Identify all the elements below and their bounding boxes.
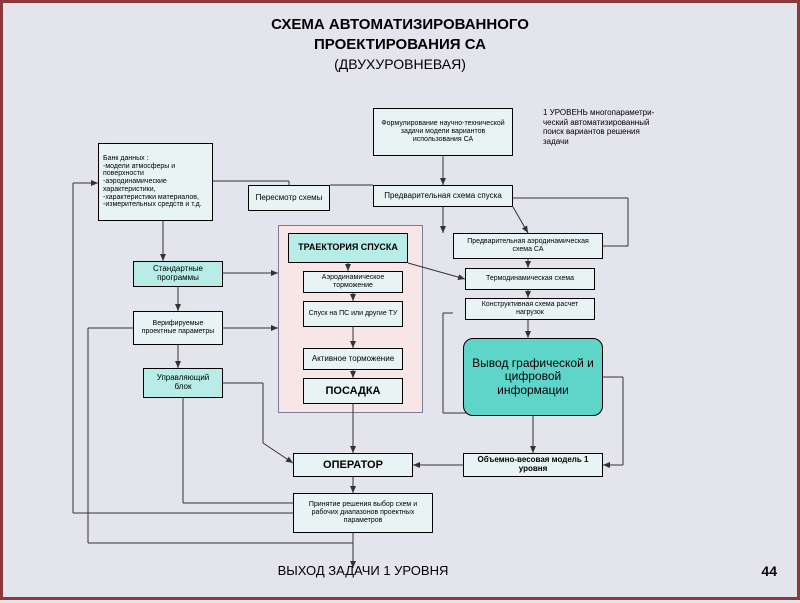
node-n_uprav: Управляющий блок: [143, 368, 223, 398]
node-n_peresm: Пересмотр схемы: [248, 185, 330, 211]
node-n_konstr: Конструктивная схема расчет нагрузок: [465, 298, 595, 320]
node-n_traekt: ТРАЕКТОРИЯ СПУСКА: [288, 233, 408, 263]
node-n_bank: Банк данных : -модели атмосферы и поверх…: [98, 143, 213, 221]
node-n_predaero: Предварительная аэродинамическая схема С…: [453, 233, 603, 259]
node-n_vyvod: Вывод графической и цифровой информации: [463, 338, 603, 416]
title-line2: ПРОЕКТИРОВАНИЯ СА: [3, 35, 797, 55]
node-n_operator: ОПЕРАТОР: [293, 453, 413, 477]
level-1-label: 1 УРОВЕНЬ многопараметри-ческий автомати…: [543, 108, 663, 146]
page-number: 44: [761, 563, 777, 579]
node-n_posadka: ПОСАДКА: [303, 378, 403, 404]
node-n_aktiv: Активное торможение: [303, 348, 403, 370]
node-n_prinyat: Принятие решения выбор схем и рабочих ди…: [293, 493, 433, 533]
node-n_verif: Верифируемые проектные параметры: [133, 311, 223, 345]
node-n_aerotorm: Аэродинамическое торможение: [303, 271, 403, 293]
node-n_stdprog: Стандартные программы: [133, 261, 223, 287]
node-n_obemves: Объемно-весовая модель 1 уровня: [463, 453, 603, 477]
node-n_termo: Термодинамическая схема: [465, 268, 595, 290]
subtitle: (ДВУХУРОВНЕВАЯ): [3, 56, 797, 72]
node-n_predvar: Предварительная схема спуска: [373, 185, 513, 207]
title-line1: СХЕМА АВТОМАТИЗИРОВАННОГО: [3, 15, 797, 35]
footer-label: ВЫХОД ЗАДАЧИ 1 УРОВНЯ: [253, 563, 473, 578]
diagram-title: СХЕМА АВТОМАТИЗИРОВАННОГО ПРОЕКТИРОВАНИЯ…: [3, 3, 797, 72]
node-n_spusk: Спуск на ПС или другие ТУ: [303, 301, 403, 327]
node-n_form: Формулирование научно-технической задачи…: [373, 108, 513, 156]
